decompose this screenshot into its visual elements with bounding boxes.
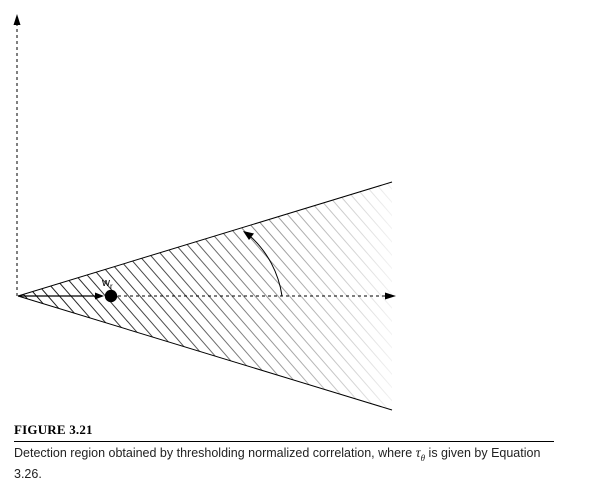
hatch-line xyxy=(18,182,302,410)
hatch-line xyxy=(18,182,221,410)
detection-region-hatching xyxy=(18,100,594,420)
hatch-line xyxy=(61,182,382,410)
figure-caption-text: Detection region obtained by thresholdin… xyxy=(14,446,541,481)
hatch-line xyxy=(348,182,392,410)
hatch-line xyxy=(187,182,392,410)
hatch-line xyxy=(18,182,164,410)
angle-arc xyxy=(249,235,283,297)
detection-region-diagram: wr xyxy=(13,14,594,420)
hatch-line xyxy=(26,182,348,410)
hatch-line xyxy=(210,182,392,410)
hatch-line xyxy=(18,182,256,410)
hatch-line xyxy=(383,182,392,410)
hatch-line xyxy=(164,182,392,410)
hatch-line xyxy=(18,182,152,410)
hatch-line xyxy=(199,182,392,410)
hatch-line xyxy=(499,100,594,420)
hatch-line xyxy=(453,100,594,420)
region-lower-boundary xyxy=(17,295,393,411)
hatch-line xyxy=(18,182,336,410)
hatch-line xyxy=(18,182,244,410)
hatch-line xyxy=(291,182,392,410)
hatch-line xyxy=(245,182,392,410)
angle-arc-arrowhead xyxy=(243,231,254,240)
reference-vector-arrowhead xyxy=(95,292,104,300)
hatch-line xyxy=(325,182,392,410)
hatch-line xyxy=(407,100,594,420)
hatch-line xyxy=(360,182,392,410)
hatch-line xyxy=(510,100,594,420)
tau-theta-symbol: τθ xyxy=(415,446,426,463)
hatch-line xyxy=(487,100,594,420)
horizontal-axis-arrowhead xyxy=(385,292,396,300)
hatch-line xyxy=(18,182,175,410)
hatch-line xyxy=(153,182,392,410)
hatch-line xyxy=(302,182,392,410)
hatch-line xyxy=(49,182,371,410)
hatch-line xyxy=(18,182,141,410)
hatch-line xyxy=(395,100,594,420)
hatch-line xyxy=(176,182,392,410)
hatch-line xyxy=(418,100,594,420)
hatch-line xyxy=(84,182,392,410)
hatch-line xyxy=(533,100,594,420)
hatch-line xyxy=(522,100,594,420)
hatch-line xyxy=(371,182,392,410)
figure-label: FIGURE 3.21 xyxy=(14,422,554,442)
hatch-line xyxy=(222,182,392,410)
hatch-line xyxy=(464,100,594,420)
hatch-line xyxy=(118,182,392,410)
hatch-line xyxy=(141,182,392,410)
figure-caption: FIGURE 3.21 Detection region obtained by… xyxy=(14,422,554,482)
hatch-line xyxy=(476,100,594,420)
hatch-line xyxy=(233,182,392,410)
hatch-line xyxy=(38,182,359,410)
hatch-line xyxy=(256,182,392,410)
hatch-line xyxy=(268,182,392,410)
region-upper-boundary xyxy=(17,181,393,297)
reference-point-label: wr xyxy=(101,277,113,291)
hatch-line xyxy=(18,182,187,410)
hatch-line xyxy=(337,182,392,410)
hatch-line xyxy=(430,100,594,420)
hatch-line xyxy=(130,182,392,410)
reference-point-wr xyxy=(104,289,118,303)
hatch-line xyxy=(18,182,233,410)
hatch-line xyxy=(72,182,392,410)
hatch-line xyxy=(95,182,392,410)
hatch-line xyxy=(18,182,198,410)
hatch-line xyxy=(314,182,392,410)
hatch-line xyxy=(18,182,325,410)
hatch-line xyxy=(18,182,279,410)
hatch-line xyxy=(18,182,267,410)
vertical-axis-arrowhead xyxy=(13,14,21,25)
hatch-line xyxy=(441,100,594,420)
